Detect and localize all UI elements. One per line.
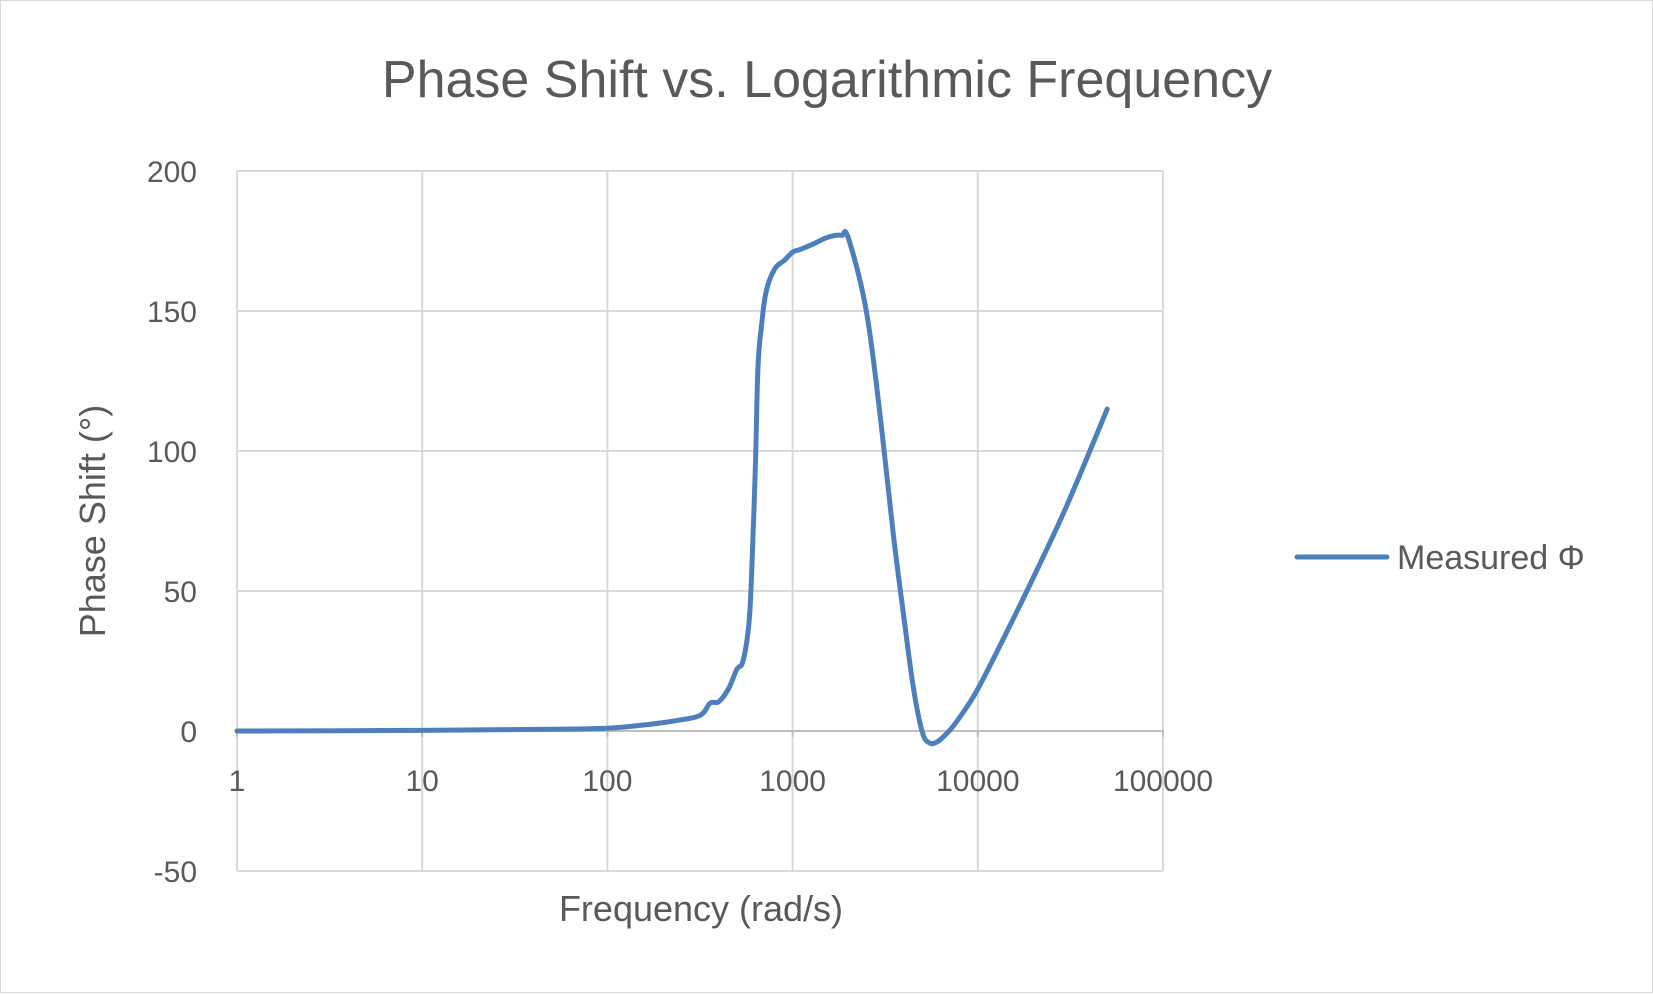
y-tick-label: 200 [147,156,197,189]
x-tick-label: 10 [406,765,439,798]
y-tick-label: 100 [147,436,197,469]
x-tick-label: 1 [229,765,246,798]
y-tick-labels: -50 0 50 100 150 200 [147,156,197,889]
x-tick-label: 100 [582,765,632,798]
legend: Measured Φ [1294,539,1585,577]
y-axis-title: Phase Shift (°) [72,405,113,638]
y-tick-label: -50 [154,856,197,889]
x-tick-label: 100000 [1113,765,1213,798]
y-tick-label: 0 [180,716,197,749]
y-tick-label: 150 [147,296,197,329]
x-tick-label: 10000 [936,765,1019,798]
series-layer [234,228,1110,747]
y-tick-label: 50 [164,576,197,609]
series-line-measured-phi [234,228,1110,747]
x-axis-title: Frequency (rad/s) [559,888,843,929]
legend-label: Measured Φ [1397,539,1585,577]
gridlines [236,170,1164,872]
chart-title: Phase Shift vs. Logarithmic Frequency [382,51,1272,109]
x-tick-labels: 1 10 100 1000 10000 100000 [229,765,1213,798]
x-tick-label: 1000 [759,765,826,798]
